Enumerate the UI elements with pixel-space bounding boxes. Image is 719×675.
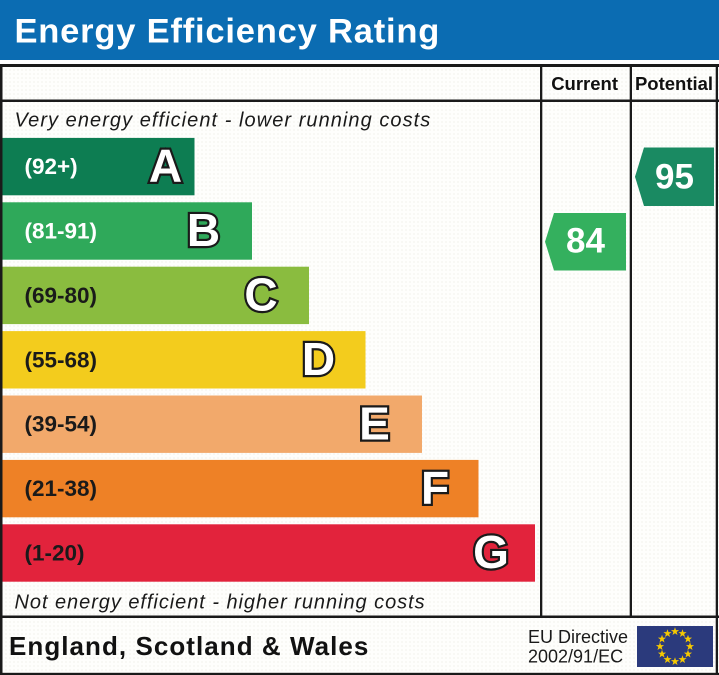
svg-text:95: 95: [655, 158, 694, 197]
svg-text:D: D: [302, 333, 335, 385]
svg-text:84: 84: [566, 222, 605, 261]
svg-text:G: G: [473, 526, 509, 578]
svg-text:F: F: [421, 462, 449, 514]
svg-text:A: A: [149, 140, 182, 192]
svg-text:(81-91): (81-91): [25, 219, 98, 244]
svg-text:Potential: Potential: [635, 73, 713, 94]
svg-text:England, Scotland & Wales: England, Scotland & Wales: [9, 631, 369, 661]
svg-text:EU Directive: EU Directive: [528, 627, 628, 647]
svg-text:Very energy efficient - lower: Very energy efficient - lower running co…: [15, 109, 432, 131]
svg-text:(1-20): (1-20): [25, 541, 85, 566]
svg-text:C: C: [244, 269, 277, 321]
svg-text:Current: Current: [551, 73, 618, 94]
svg-text:Energy Efficiency Rating: Energy Efficiency Rating: [15, 12, 441, 50]
svg-text:(39-54): (39-54): [25, 412, 98, 437]
svg-text:E: E: [359, 397, 390, 449]
svg-text:2002/91/EC: 2002/91/EC: [528, 647, 623, 667]
svg-text:(55-68): (55-68): [25, 347, 98, 372]
svg-text:(69-80): (69-80): [25, 283, 98, 308]
svg-text:B: B: [187, 204, 220, 256]
svg-text:Not energy efficient - higher: Not energy efficient - higher running co…: [15, 591, 426, 613]
svg-text:(21-38): (21-38): [25, 476, 98, 501]
svg-text:(92+): (92+): [25, 154, 78, 179]
